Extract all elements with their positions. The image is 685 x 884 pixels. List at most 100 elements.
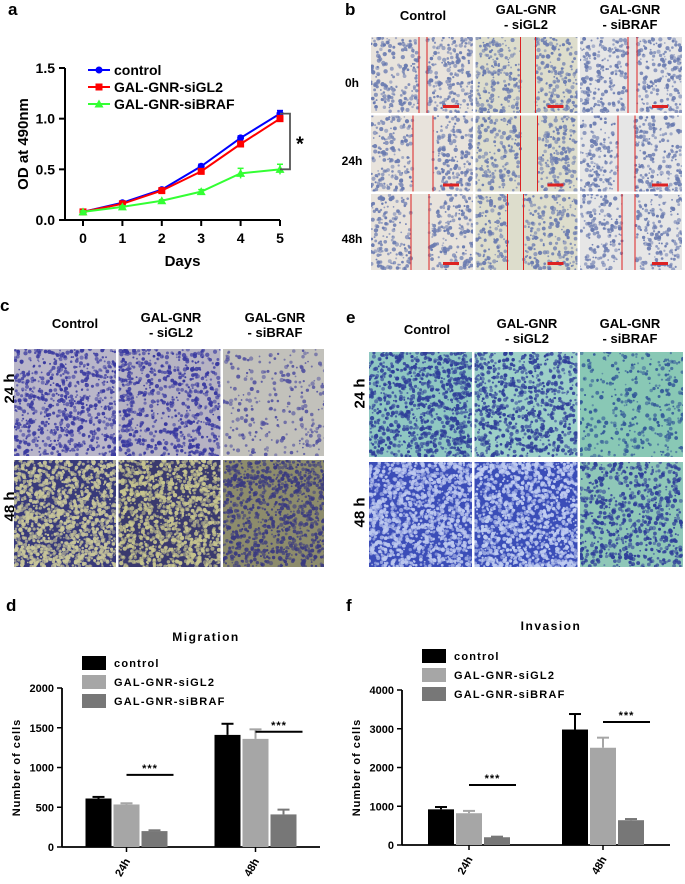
cell-dot: [392, 260, 397, 265]
cell-dot: [600, 65, 605, 69]
scale-bar: [443, 262, 459, 265]
cell-dot: [214, 404, 218, 409]
cell-dot: [442, 37, 445, 40]
cell-dot: [610, 149, 613, 152]
cell-dot: [650, 91, 653, 95]
scratch-image-tile: [580, 194, 682, 270]
cell-dot: [84, 419, 88, 423]
cell-dot: [25, 384, 29, 389]
cell-dot: [372, 144, 378, 149]
cell-dot: [448, 197, 454, 203]
cell-dot: [57, 398, 62, 404]
cell-dot: [160, 364, 164, 368]
cell-dot: [90, 372, 94, 376]
cell-dot: [583, 101, 588, 106]
cell-dot: [19, 429, 23, 433]
x-tick-label: 5: [276, 230, 284, 246]
cell-dot: [143, 453, 146, 456]
cell-dot: [406, 161, 411, 165]
cell-dot: [601, 108, 604, 111]
cell-dot: [96, 427, 101, 432]
cell-dot: [384, 201, 387, 204]
tile-background: [223, 349, 325, 456]
cell-dot: [397, 164, 400, 167]
cell-dot: [545, 176, 549, 179]
cell-dot: [459, 130, 462, 134]
cell-dot: [651, 62, 656, 67]
cell-dot: [463, 166, 466, 168]
cell-dot: [441, 178, 445, 181]
cell-dot: [664, 201, 667, 204]
cell-dot: [377, 172, 381, 176]
cell-dot: [569, 262, 572, 264]
cell-dot: [660, 57, 665, 62]
cell-dot: [371, 172, 373, 176]
cell-dot: [566, 157, 570, 161]
cell-dot: [586, 200, 591, 205]
cell-dot: [547, 143, 552, 149]
cell-dot: [655, 245, 658, 248]
cell-dot: [43, 449, 47, 453]
cell-dot: [178, 425, 182, 429]
cell-dot: [452, 205, 455, 208]
cell-dot: [101, 356, 105, 359]
cell-dot: [384, 247, 389, 253]
cell-dot: [200, 420, 203, 423]
cell-dot: [497, 64, 501, 67]
cell-dot: [52, 382, 55, 384]
cell-dot: [485, 99, 489, 103]
cell-dot: [551, 108, 555, 111]
cell-dot: [536, 47, 541, 53]
cell-dot: [556, 57, 561, 62]
cell-dot: [197, 360, 200, 363]
cell-dot: [476, 262, 481, 267]
cell-dot: [141, 349, 146, 352]
cell-dot: [69, 449, 72, 452]
cell-dot: [377, 210, 381, 214]
cell-dot: [431, 63, 434, 66]
cell-dot: [268, 430, 271, 434]
cell-dot: [478, 108, 483, 113]
cell-dot: [103, 446, 106, 449]
cell-dot: [28, 419, 31, 422]
cell-dot: [596, 37, 599, 40]
cell-dot: [649, 232, 654, 237]
cell-dot: [612, 91, 616, 95]
cell-dot: [110, 391, 113, 395]
cell-dot: [143, 390, 148, 396]
cell-dot: [645, 60, 648, 63]
cell-dot: [498, 251, 504, 257]
cell-dot: [548, 241, 553, 246]
cell-dot: [55, 402, 60, 407]
cell-dot: [286, 372, 291, 377]
cell-dot: [603, 57, 607, 60]
cell-dot: [564, 161, 568, 165]
cell-dot: [664, 50, 667, 54]
cell-dot: [383, 138, 386, 141]
cell-dot: [676, 213, 679, 216]
cell-dot: [434, 52, 437, 55]
cell-dot: [599, 97, 603, 101]
cell-dot: [666, 170, 671, 175]
cell-dot: [392, 212, 397, 216]
cell-dot: [659, 190, 661, 192]
cell-dot: [641, 267, 645, 270]
cell-dot: [379, 147, 382, 151]
cell-dot: [171, 401, 175, 405]
cell-dot: [131, 451, 135, 455]
cell-dot: [553, 218, 558, 222]
cell-dot: [672, 108, 675, 112]
cell-dot: [597, 50, 601, 54]
cell-dot: [620, 98, 623, 100]
cell-dot: [229, 444, 233, 448]
cell-dot: [618, 248, 621, 251]
cell-dot: [371, 144, 375, 148]
cell-dot: [460, 68, 464, 72]
cell-dot: [387, 49, 392, 53]
cell-dot: [607, 234, 612, 239]
cell-dot: [379, 47, 383, 52]
cell-dot: [305, 388, 310, 392]
cell-dot: [671, 188, 674, 191]
cell-dot: [191, 438, 195, 442]
cell-dot: [52, 404, 55, 407]
